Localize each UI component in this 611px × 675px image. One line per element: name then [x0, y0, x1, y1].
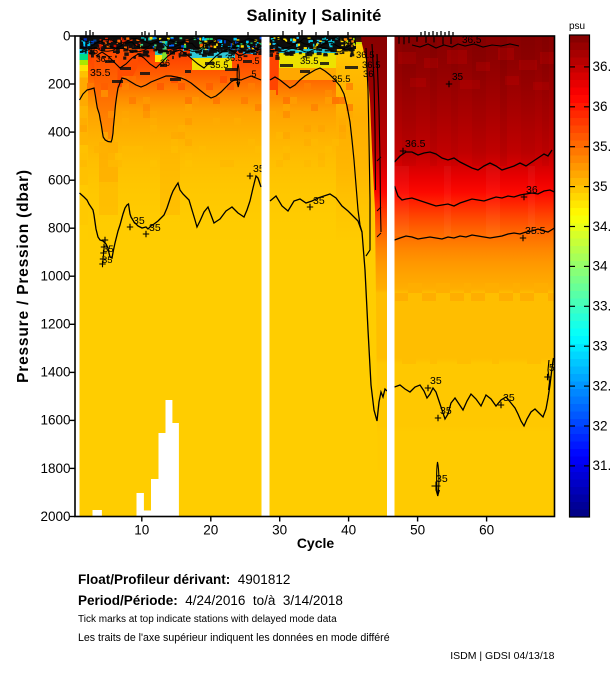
svg-text:31.5: 31.5 [593, 458, 611, 473]
svg-text:35: 35 [430, 375, 442, 387]
svg-text:Les traits de l'axe supérieur: Les traits de l'axe supérieur indiquent … [78, 632, 390, 644]
svg-text:30: 30 [272, 523, 287, 538]
svg-text:35: 35 [436, 473, 448, 485]
svg-text:35: 35 [102, 255, 113, 266]
svg-text:36.5: 36.5 [356, 50, 375, 61]
svg-text:Tick marks at top indicate sta: Tick marks at top indicate stations with… [78, 614, 337, 625]
svg-text:35: 35 [440, 405, 452, 417]
svg-text:36: 36 [160, 58, 170, 68]
svg-text:10: 10 [134, 523, 149, 538]
svg-text:35.5: 35.5 [210, 60, 229, 71]
svg-text:800: 800 [48, 221, 71, 236]
svg-text:36: 36 [593, 99, 608, 114]
svg-text:35: 35 [593, 179, 608, 194]
svg-text:5: 5 [549, 363, 555, 374]
svg-text:200: 200 [48, 76, 71, 91]
svg-text:36: 36 [88, 46, 98, 56]
svg-text:33: 33 [593, 339, 608, 354]
svg-text:20: 20 [203, 523, 218, 538]
svg-text:34: 34 [593, 259, 609, 274]
svg-text:36.5: 36.5 [96, 54, 113, 64]
svg-text:35.5: 35.5 [300, 56, 319, 67]
svg-text:32: 32 [593, 418, 608, 433]
svg-text:35: 35 [503, 392, 515, 404]
svg-text:36: 36 [526, 184, 538, 196]
svg-text:1400: 1400 [40, 365, 70, 380]
svg-text:Salinity | Salinité: Salinity | Salinité [247, 7, 382, 25]
svg-text:32.5: 32.5 [593, 378, 611, 393]
svg-text:36: 36 [363, 69, 374, 80]
svg-text:35: 35 [133, 215, 145, 227]
svg-text:Cycle: Cycle [297, 535, 335, 551]
svg-text:Float/Profileur dérivant: 490: Float/Profileur dérivant: 4901812 [78, 572, 290, 587]
svg-text:.5: .5 [252, 56, 260, 66]
svg-text:psu: psu [569, 21, 585, 32]
svg-text:60: 60 [479, 523, 494, 538]
svg-text:34.5: 34.5 [593, 219, 611, 234]
svg-text:35: 35 [253, 163, 265, 175]
svg-text:1600: 1600 [40, 413, 70, 428]
svg-text:36.5: 36.5 [405, 138, 426, 150]
svg-text:Period/Période: 4/24/2016 to: Period/Période: 4/24/2016 to/à 3/14/2018 [78, 593, 343, 608]
svg-text:33.5: 33.5 [593, 299, 611, 314]
svg-text:35: 35 [452, 72, 464, 83]
svg-text:Pressure / Pression (dbar): Pressure / Pression (dbar) [15, 169, 32, 383]
svg-text:35.5: 35.5 [332, 74, 351, 85]
svg-text:50: 50 [410, 523, 425, 538]
svg-text:36.5: 36.5 [593, 59, 611, 74]
svg-text:1000: 1000 [40, 269, 70, 284]
svg-text:600: 600 [48, 173, 71, 188]
svg-text:.5: .5 [251, 44, 259, 54]
svg-text:35: 35 [313, 195, 325, 207]
svg-text:36.5: 36.5 [462, 35, 482, 46]
svg-text:35.5: 35.5 [525, 225, 546, 237]
svg-text:35: 35 [103, 244, 114, 255]
svg-text:ISDM | GDSI 04/13/18: ISDM | GDSI 04/13/18 [450, 650, 554, 662]
svg-text:2000: 2000 [40, 509, 70, 524]
svg-text:1800: 1800 [40, 461, 70, 476]
svg-text:400: 400 [48, 124, 71, 139]
svg-text:35: 35 [149, 222, 161, 234]
svg-text:1200: 1200 [40, 317, 70, 332]
svg-text:40: 40 [341, 523, 356, 538]
svg-text:35.5: 35.5 [90, 67, 111, 79]
svg-text:.5: .5 [249, 69, 257, 79]
svg-text:36.5: 36.5 [225, 53, 243, 63]
svg-text:36.5: 36.5 [362, 60, 381, 71]
svg-text:0: 0 [63, 28, 71, 43]
svg-text:35.5: 35.5 [593, 139, 611, 154]
